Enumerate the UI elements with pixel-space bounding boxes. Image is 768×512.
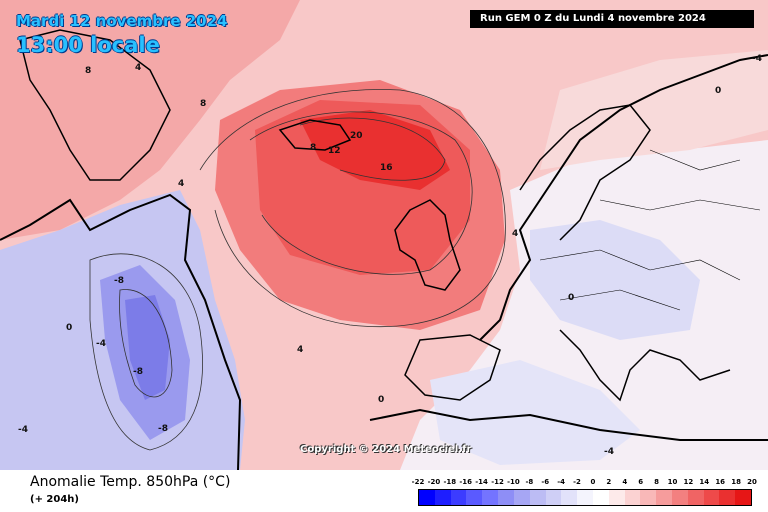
contour-label-20: 20 <box>350 131 363 141</box>
contour-label-4: 4 <box>297 345 303 355</box>
legend-swatch <box>434 490 451 505</box>
legend-tick: -18 <box>443 478 457 486</box>
legend-swatch <box>577 490 593 505</box>
legend-tick: -16 <box>459 478 473 486</box>
legend-footer: Anomalie Temp. 850hPa (°C) (+ 204h) -22-… <box>0 470 768 512</box>
coastline-iberia <box>404 334 501 401</box>
legend-swatch <box>656 490 672 505</box>
legend-tick: -12 <box>491 478 504 486</box>
mediterranean-cold-patch <box>430 360 640 465</box>
contour-label-minus4: -4 <box>18 425 28 435</box>
contour-line <box>119 289 173 398</box>
contour-label-minus8: -8 <box>133 367 143 377</box>
contour-label-8: 8 <box>200 99 206 109</box>
legend-swatch <box>672 490 688 505</box>
coastline-italy-balkans <box>559 329 731 402</box>
legend-swatch <box>640 490 657 505</box>
contour-label-16: 16 <box>380 163 393 173</box>
copyright-notice: Copyright © 2024 Meteociel.fr <box>300 444 472 455</box>
contour-label-0: 0 <box>66 323 72 333</box>
legend-swatch <box>703 490 720 505</box>
contour-label-12: 12 <box>328 146 341 156</box>
contour-label-4: 4 <box>135 63 141 73</box>
variable-title: Anomalie Temp. 850hPa (°C) <box>30 474 231 490</box>
forecast-date: Mardi 12 novembre 2024 <box>16 12 228 30</box>
contour-label-minus4: -4 <box>604 447 614 457</box>
legend-tick: 6 <box>638 478 644 486</box>
legend-tick: 10 <box>667 478 678 486</box>
legend-tick: -8 <box>525 478 534 486</box>
forecast-time: 13:00 locale <box>16 33 160 57</box>
legend-tick: 8 <box>654 478 659 486</box>
color-scale: -22 -20 -18 -16 -14 -12 -10 -8 -6 -4 -2 0 2 4 6 8 10 12 14… <box>412 478 757 508</box>
contour-label-0: 0 <box>378 395 384 405</box>
legend-swatch <box>719 490 736 505</box>
contour-label-minus4: -4 <box>752 54 762 64</box>
legend-tick: 2 <box>606 478 612 486</box>
anomaly-map: 20 16 12 8 8 8 4 4 4 4 0 0 0 0 -4 -4 -4 … <box>0 0 768 470</box>
legend-tick: 14 <box>699 478 710 486</box>
legend-swatch <box>529 490 546 505</box>
contour-label-4: 4 <box>512 229 518 239</box>
legend-swatch <box>466 490 483 505</box>
legend-swatch <box>687 490 704 505</box>
coastline-europe <box>479 54 768 341</box>
legend-swatch <box>735 490 752 505</box>
legend-tick: 20 <box>747 478 757 486</box>
contour-line <box>199 89 506 328</box>
legend-tick: 12 <box>683 478 694 486</box>
legend-swatch <box>498 490 514 505</box>
contour-label-0: 0 <box>568 293 574 303</box>
legend-tick: -20 <box>427 478 441 486</box>
coastline-british-isles <box>394 199 461 291</box>
legend-tick: -6 <box>541 478 550 486</box>
contour-label-4: 4 <box>178 179 184 189</box>
color-scale-swatches <box>418 489 752 506</box>
legend-tick: 16 <box>715 478 726 486</box>
coastline-iceland <box>278 119 352 151</box>
contour-line <box>249 111 473 275</box>
legend-tick: -2 <box>573 478 581 486</box>
contour-line <box>89 253 203 451</box>
legend-tick: 18 <box>731 478 741 486</box>
legend-tick: -4 <box>557 478 566 486</box>
coastline-greenland <box>19 29 171 181</box>
contour-line <box>299 117 446 181</box>
legend-swatch <box>592 490 609 505</box>
legend-tick: 4 <box>622 478 628 486</box>
coastline-north-america <box>0 193 242 470</box>
legend-swatch <box>450 490 467 505</box>
contour-label-minus4: -4 <box>96 339 106 349</box>
legend-swatch <box>513 490 530 505</box>
legend-swatch <box>624 490 641 505</box>
legend-tick: -10 <box>507 478 520 486</box>
europe-cold-patches <box>530 220 700 340</box>
contour-label-0: 0 <box>715 86 721 96</box>
warm-anomaly-core <box>300 110 450 190</box>
contour-label-8: 8 <box>310 143 316 153</box>
cold-anomaly-inner <box>125 295 170 400</box>
legend-tick: -14 <box>475 478 488 486</box>
contour-label-8: 8 <box>85 66 91 76</box>
legend-swatch <box>482 490 499 505</box>
greenland-warm-zone <box>0 0 300 240</box>
contour-label-minus8: -8 <box>114 276 124 286</box>
lead-time: (+ 204h) <box>30 494 79 505</box>
scandinavia-warm-zone <box>540 50 768 170</box>
coastline-africa <box>369 408 768 441</box>
model-run-label: Run GEM 0 Z du Lundi 4 novembre 2024 <box>470 10 754 28</box>
legend-swatch <box>561 490 578 505</box>
legend-tick: 0 <box>590 478 596 486</box>
legend-swatch <box>608 490 625 505</box>
legend-swatch <box>545 490 562 505</box>
national-borders <box>539 149 761 311</box>
coastline-scandinavia <box>519 104 651 241</box>
legend-swatch <box>419 490 435 505</box>
contour-label-minus8: -8 <box>158 424 168 434</box>
legend-tick: -22 <box>411 478 425 486</box>
